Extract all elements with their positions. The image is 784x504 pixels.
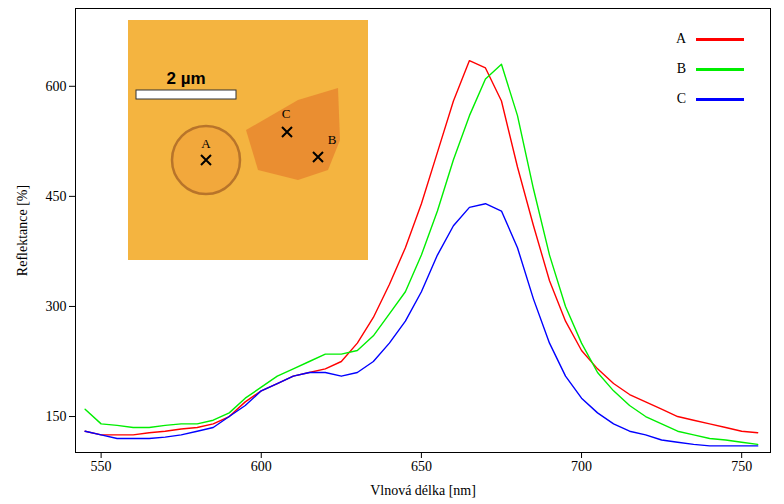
svg-text:2 µm: 2 µm bbox=[166, 69, 205, 88]
html-text:A: A bbox=[675, 31, 686, 46]
svg-text:300: 300 bbox=[46, 299, 67, 314]
svg-text:700: 700 bbox=[571, 459, 592, 474]
svg-text:B: B bbox=[328, 132, 337, 147]
svg-text:600: 600 bbox=[46, 79, 67, 94]
svg-text:150: 150 bbox=[46, 409, 67, 424]
svg-text:600: 600 bbox=[251, 459, 272, 474]
svg-text:750: 750 bbox=[731, 459, 752, 474]
svg-text:Vlnová délka [nm]: Vlnová délka [nm] bbox=[370, 483, 476, 498]
svg-text:A: A bbox=[201, 136, 211, 151]
svg-text:Reflektance [%]: Reflektance [%] bbox=[15, 185, 30, 276]
svg-text:550: 550 bbox=[91, 459, 112, 474]
svg-text:650: 650 bbox=[411, 459, 432, 474]
svg-text:450: 450 bbox=[46, 189, 67, 204]
html-text:B: B bbox=[676, 61, 686, 76]
html-text:C: C bbox=[676, 91, 686, 106]
svg-text:C: C bbox=[282, 106, 291, 121]
